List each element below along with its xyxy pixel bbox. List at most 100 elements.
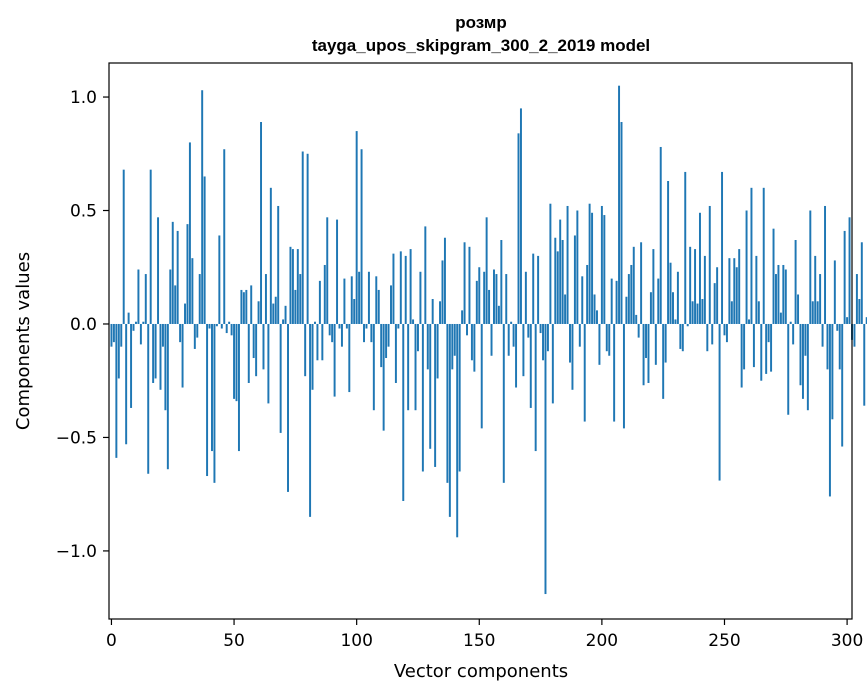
bar-213 [632,246,635,324]
bar-308 [865,317,867,324]
bar-61 [260,122,263,324]
bar-153 [485,217,488,324]
bar-180 [551,323,554,404]
bar-35 [196,323,199,338]
bar-258 [743,323,746,370]
bar-253 [730,301,733,324]
bar-231 [676,271,679,324]
bar-237 [691,301,694,324]
bar-167 [519,108,522,324]
bar-33 [191,258,194,324]
bar-220 [649,292,652,324]
bar-52 [237,323,240,452]
bar-206 [615,280,618,324]
bar-116 [394,323,397,383]
bar-86 [321,323,324,361]
bar-185 [564,294,567,324]
bar-83 [314,321,316,324]
bar-128 [424,226,427,324]
bar-84 [316,323,319,361]
bar-181 [554,237,557,324]
bar-261 [750,187,753,324]
bar-81 [309,323,312,517]
bar-272 [777,264,780,324]
bar-148 [473,323,476,372]
bar-169 [524,271,527,324]
bar-147 [470,323,473,361]
bar-47 [225,323,228,334]
bar-184 [561,240,564,324]
bar-32 [188,142,191,324]
bar-41 [211,323,213,452]
bar-3 [117,323,120,379]
bar-131 [431,299,434,324]
bar-280 [797,294,800,324]
bar-168 [522,323,525,377]
bar-27 [176,230,179,324]
bar-98 [350,276,353,324]
bar-291 [824,205,827,324]
bar-273 [779,312,782,324]
bar-175 [539,323,542,334]
bar-293 [828,323,831,497]
bar-117 [397,323,400,329]
bar-188 [571,323,574,390]
bar-95 [343,278,346,324]
bar-107 [372,323,375,411]
bar-49 [230,323,233,336]
bar-133 [436,323,439,379]
bar-103 [363,323,365,343]
bar-145 [466,323,468,336]
bar-179 [549,203,552,324]
bar-214 [635,314,638,324]
bar-304 [855,274,858,324]
bar-217 [642,323,645,386]
bar-82 [311,323,314,390]
bar-251 [725,323,728,343]
bar-218 [645,323,647,359]
bar-172 [532,253,535,324]
bar-87 [323,264,326,324]
bar-156 [493,269,495,324]
bar-256 [738,249,741,324]
bar-122 [409,249,412,324]
bar-94 [340,323,343,347]
bar-298 [841,323,844,447]
bar-299 [843,230,846,324]
bar-66 [272,303,275,324]
bar-263 [755,255,758,324]
bar-295 [833,260,836,324]
bar-42 [213,323,216,483]
bar-176 [542,323,545,361]
y-axis-label: Components values [13,252,34,430]
bar-223 [657,278,660,324]
bar-series [110,85,867,595]
bar-93 [338,323,341,329]
bar-121 [407,323,410,411]
bar-204 [610,278,613,324]
bar-227 [667,181,670,324]
x-tick-label-50: 50 [223,631,245,651]
bar-5 [122,169,125,324]
bar-76 [296,249,299,324]
x-axis-ticks: 0 50 100 150 200 250 300 [106,619,863,651]
bar-166 [517,133,520,324]
bar-6 [125,323,128,445]
bar-286 [811,301,814,324]
bar-208 [620,122,623,324]
bar-195 [588,203,591,324]
bar-108 [375,276,378,324]
bar-110 [380,323,383,368]
bar-119 [402,323,405,501]
bar-244 [708,205,711,324]
bar-20 [159,323,162,390]
bar-288 [816,301,819,324]
bar-65 [269,187,272,324]
bar-149 [475,280,478,324]
bar-285 [809,210,812,324]
bar-262 [752,323,755,368]
bar-25 [171,221,174,324]
bar-283 [804,323,807,356]
bar-225 [662,323,665,399]
